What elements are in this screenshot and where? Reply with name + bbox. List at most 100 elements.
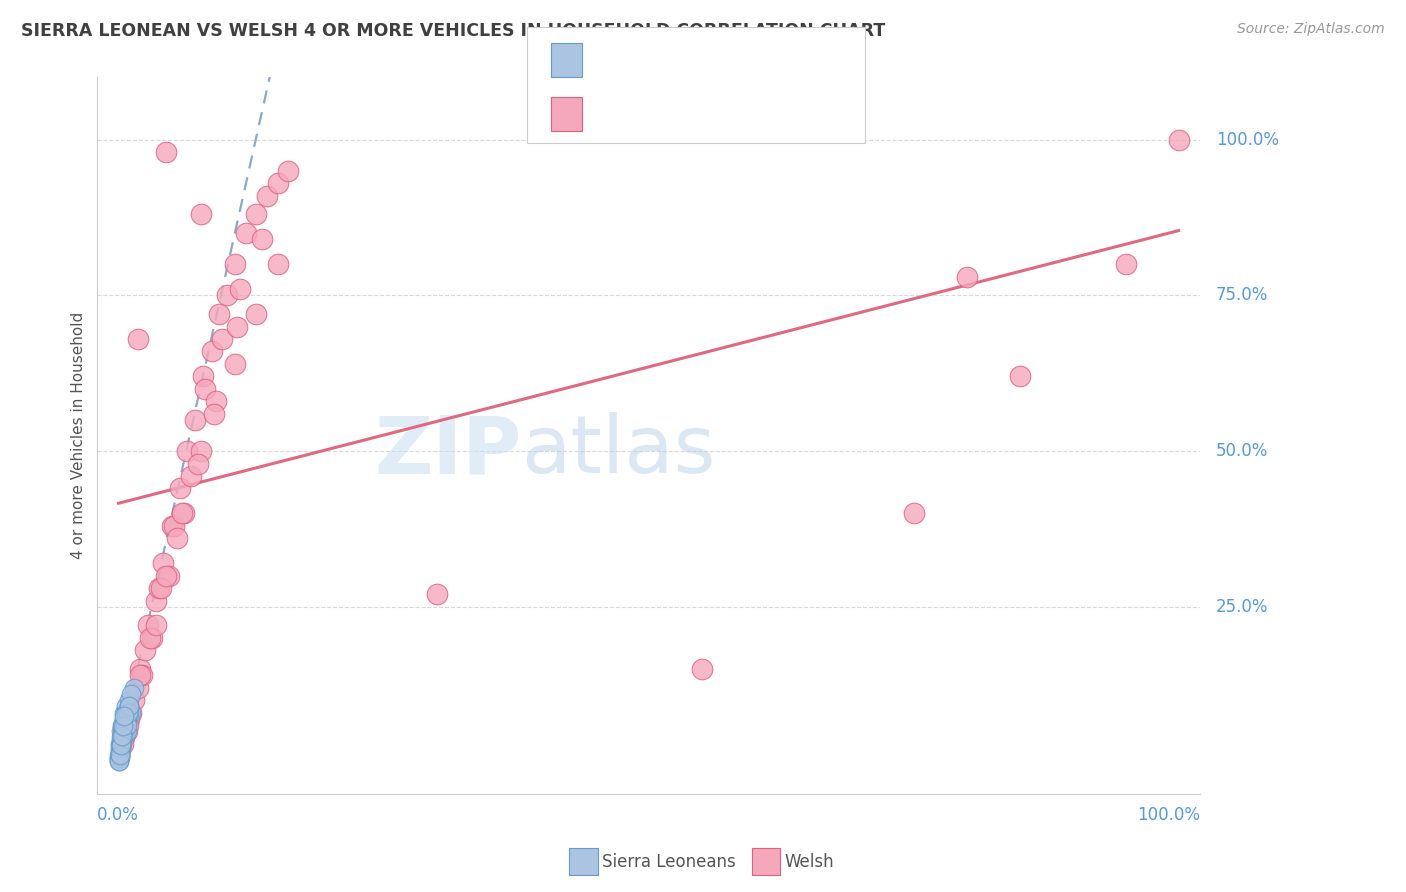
Point [152, 556, 174, 570]
Point [172, 506, 194, 520]
Point [245, 207, 267, 221]
Point [120, 706, 142, 720]
Point [229, 282, 252, 296]
Point [108, 754, 131, 768]
Point [215, 288, 238, 302]
Point [194, 382, 217, 396]
Point [173, 506, 195, 520]
Point [245, 307, 267, 321]
Point [110, 724, 132, 739]
Point [108, 749, 131, 764]
Point [250, 232, 273, 246]
Point [187, 457, 209, 471]
Point [112, 718, 135, 732]
Point [201, 344, 224, 359]
Point [193, 369, 215, 384]
Point [124, 693, 146, 707]
Point [1167, 133, 1189, 147]
Point [124, 681, 146, 695]
Point [110, 743, 132, 757]
Point [166, 531, 188, 545]
Text: 75.0%: 75.0% [1216, 286, 1268, 304]
Point [115, 712, 138, 726]
Point [202, 407, 225, 421]
Point [145, 593, 167, 607]
Point [226, 319, 249, 334]
Point [120, 706, 142, 720]
Point [169, 482, 191, 496]
Point [148, 581, 170, 595]
Point [208, 307, 231, 321]
Point [1115, 257, 1137, 271]
Y-axis label: 4 or more Vehicles in Household: 4 or more Vehicles in Household [72, 312, 86, 559]
Point [134, 643, 156, 657]
Point [111, 718, 134, 732]
Point [139, 631, 162, 645]
Point [108, 737, 131, 751]
Text: atlas: atlas [522, 412, 716, 490]
Point [112, 706, 135, 720]
Point [111, 733, 134, 747]
Point [108, 746, 131, 760]
Text: 100.0%: 100.0% [1216, 131, 1278, 149]
Point [108, 743, 131, 757]
Text: R = 0.788   N = 59: R = 0.788 N = 59 [593, 102, 763, 120]
Point [110, 733, 132, 747]
Point [266, 257, 288, 271]
Point [114, 724, 136, 739]
Point [176, 444, 198, 458]
Point [115, 712, 138, 726]
Point [108, 750, 131, 764]
Point [111, 727, 134, 741]
Point [163, 518, 186, 533]
Point [211, 332, 233, 346]
Text: 100.0%: 100.0% [1137, 806, 1199, 824]
Point [115, 724, 138, 739]
Point [118, 693, 141, 707]
Point [118, 699, 141, 714]
Text: 25.0%: 25.0% [1216, 598, 1268, 615]
Point [118, 699, 141, 714]
Point [690, 662, 713, 676]
Point [256, 188, 278, 202]
Point [108, 746, 131, 760]
Point [184, 413, 207, 427]
Point [180, 469, 202, 483]
Point [190, 444, 212, 458]
Point [111, 719, 134, 733]
Text: Sierra Leoneans: Sierra Leoneans [602, 853, 735, 871]
Point [110, 738, 132, 752]
Point [190, 207, 212, 221]
Point [155, 568, 177, 582]
Point [111, 731, 134, 745]
Point [127, 332, 149, 346]
Point [115, 718, 138, 732]
Point [110, 731, 132, 745]
Point [108, 752, 131, 766]
Point [266, 176, 288, 190]
Point [115, 712, 138, 726]
Point [128, 668, 150, 682]
Point [118, 712, 141, 726]
Point [111, 721, 134, 735]
Point [110, 737, 132, 751]
Text: 50.0%: 50.0% [1216, 442, 1268, 460]
Point [127, 681, 149, 695]
Point [1008, 369, 1031, 384]
Point [111, 737, 134, 751]
Text: ZIP: ZIP [374, 412, 522, 490]
Point [111, 724, 134, 739]
Point [128, 662, 150, 676]
Point [117, 706, 139, 720]
Text: 0.0%: 0.0% [97, 806, 139, 824]
Point [108, 754, 131, 768]
Point [111, 729, 134, 743]
Point [224, 257, 246, 271]
Point [426, 587, 449, 601]
Point [235, 226, 257, 240]
Point [145, 618, 167, 632]
Point [205, 394, 228, 409]
Point [110, 739, 132, 754]
Point [111, 731, 134, 745]
Point [131, 668, 153, 682]
